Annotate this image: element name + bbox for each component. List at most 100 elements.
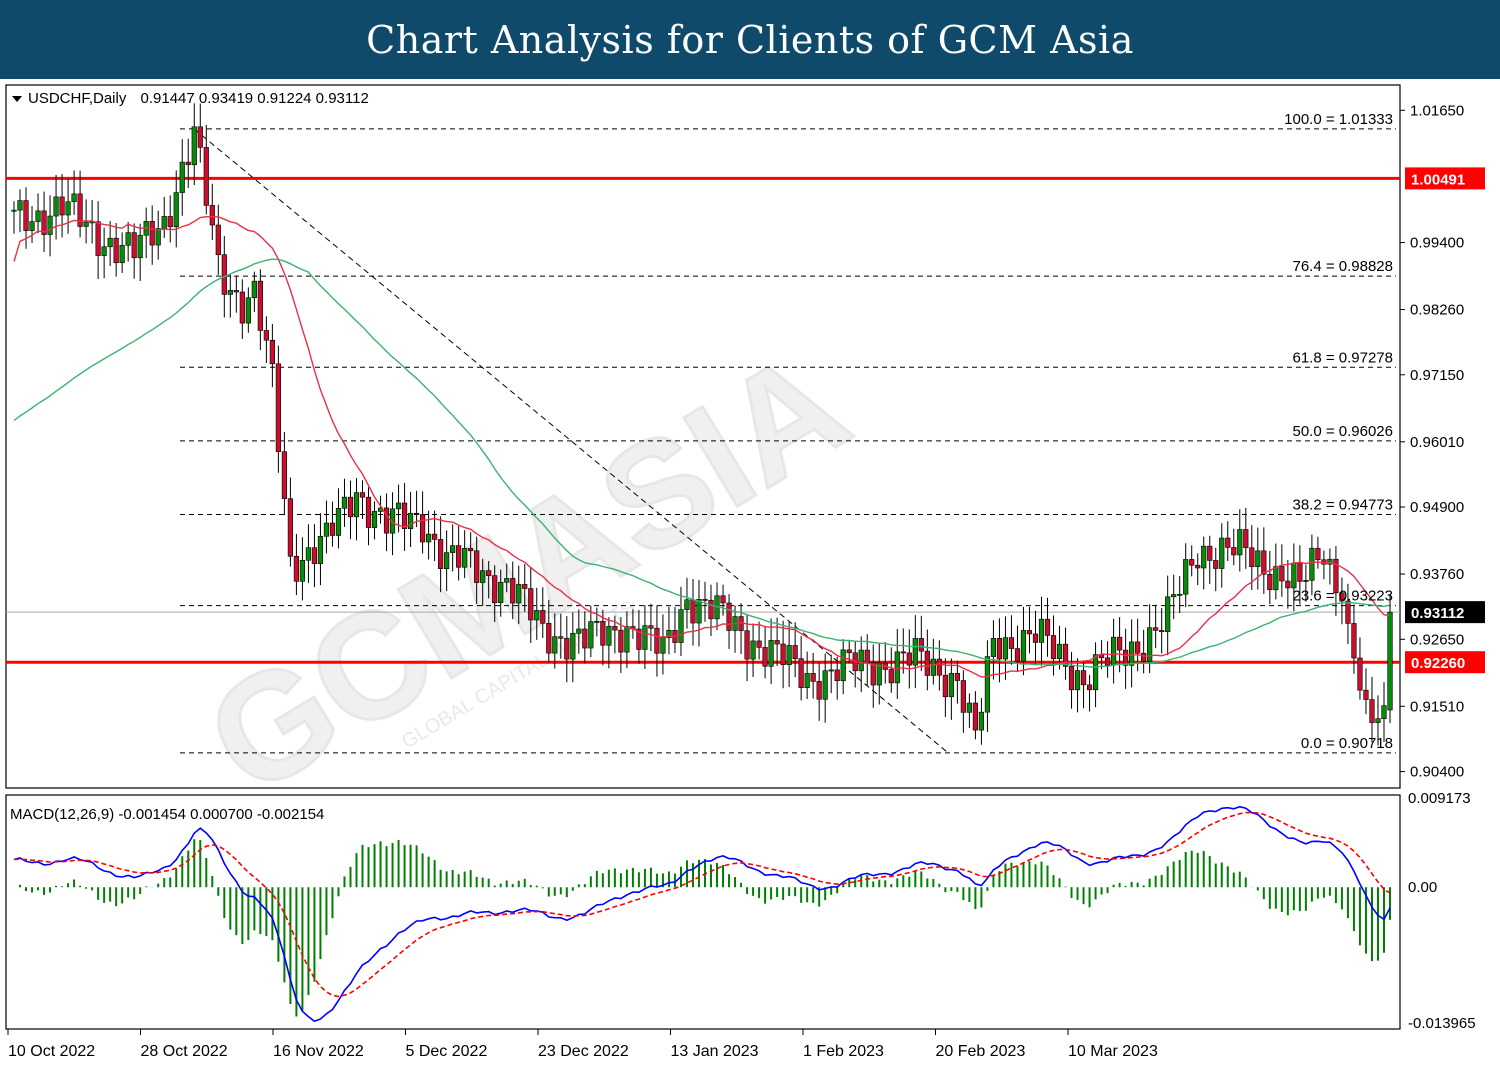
candle-body: [305, 547, 312, 561]
candle-body: [798, 658, 804, 688]
candle-body: [1129, 641, 1135, 666]
candle-body: [287, 498, 294, 557]
candle-body: [323, 522, 330, 537]
candle-body: [990, 637, 997, 657]
candle-body: [29, 221, 35, 231]
candle-body: [125, 232, 131, 246]
dropdown-triangle-icon[interactable]: [12, 96, 22, 102]
candle-body: [468, 548, 474, 552]
candle-body: [407, 512, 414, 530]
candle-body: [419, 514, 426, 543]
candle-body: [918, 638, 924, 652]
candle-body: [870, 661, 876, 686]
candle-body: [47, 215, 53, 235]
candle-body: [161, 216, 167, 229]
candle-body: [1369, 699, 1375, 723]
candle-body: [77, 193, 83, 227]
candle-body: [1291, 562, 1297, 589]
candle-body: [401, 502, 408, 530]
candle-body: [552, 636, 558, 654]
candle-body: [1062, 643, 1069, 667]
svg-text:USDCHF,Daily 0.91447 0.934: USDCHF,Daily 0.91447 0.93419 0.91224 0.9…: [28, 90, 369, 107]
candle-body: [335, 508, 342, 536]
candle-body: [480, 570, 486, 583]
candle-body: [1141, 652, 1147, 662]
candle-body: [588, 621, 594, 649]
candle-body: [317, 536, 324, 564]
candle-body: [251, 280, 257, 299]
ma-slow-line: [13, 258, 1391, 668]
candle-body: [1165, 596, 1171, 633]
candle-body: [636, 628, 642, 650]
y-tick-label-0: 1.01650: [1410, 102, 1464, 119]
candle-body: [17, 200, 23, 211]
candle-body: [684, 599, 690, 610]
candle-body: [768, 640, 774, 667]
candle-body: [1327, 558, 1333, 565]
candle-body: [1153, 627, 1159, 631]
candle-body: [450, 545, 456, 553]
candle-body: [660, 637, 666, 654]
candle-body: [203, 147, 209, 206]
candle-body: [492, 575, 498, 604]
candle-body: [624, 626, 630, 653]
candle-body: [1357, 657, 1363, 691]
fib-label-3: 50.0 = 0.96026: [1292, 423, 1393, 440]
candle-body: [1273, 566, 1279, 591]
axis-labels: 100.0 = 1.01333 76.4 = 0.98828 61.8 = 0.97…: [7, 102, 1485, 1060]
candle-body: [347, 496, 354, 518]
candle-body: [1387, 611, 1393, 711]
candle-body: [612, 626, 618, 631]
candle-body: [1207, 545, 1213, 561]
candles: [11, 103, 1393, 746]
macd-y-tick-label-2: -0.013965: [1408, 1015, 1476, 1032]
candle-body: [726, 602, 732, 631]
current-price-tag-box: [1405, 601, 1485, 624]
candle-body: [876, 662, 882, 686]
candle-body: [690, 599, 696, 624]
candle-body: [600, 621, 606, 646]
candle-body: [474, 550, 480, 583]
candle-body: [23, 200, 29, 231]
fib-label-6: 0.0 = 0.90718: [1301, 735, 1393, 752]
candle-body: [972, 702, 978, 731]
macd-panel: [5, 794, 1401, 1030]
candle-body: [1159, 630, 1165, 633]
overlay-lines: [6, 128, 1400, 754]
candle-body: [666, 630, 672, 638]
candle-body: [744, 630, 750, 660]
candle-body: [1171, 594, 1177, 598]
candle-body: [197, 126, 203, 148]
candle-body: [534, 610, 540, 621]
candle-body: [1363, 689, 1369, 700]
candle-body: [155, 228, 161, 246]
candle-body: [834, 669, 840, 682]
candle-body: [263, 330, 269, 341]
candle-body: [426, 533, 432, 543]
fib-label-5: 23.6 = 0.93223: [1292, 588, 1393, 605]
candle-body: [582, 628, 588, 649]
candle-body: [1255, 550, 1261, 568]
candle-body: [233, 290, 239, 293]
candle-body: [269, 339, 275, 365]
candle-body: [486, 570, 492, 576]
candle-body: [540, 610, 546, 624]
candle-body: [894, 651, 900, 684]
macd-header: MACD(12,26,9) -0.001454 0.000700 -0.0021…: [10, 806, 324, 823]
candle-body: [1117, 636, 1123, 651]
candle-body: [281, 451, 287, 499]
candle-body: [1044, 618, 1051, 636]
y-tick-label-4: 0.96010: [1410, 434, 1464, 451]
candle-body: [1080, 670, 1087, 686]
candle-body: [1225, 537, 1231, 548]
candle-body: [113, 237, 119, 264]
candle-body: [53, 196, 59, 217]
candle-body: [149, 221, 155, 246]
candle-body: [966, 702, 972, 713]
candle-body: [1026, 630, 1033, 635]
candle-body: [1201, 545, 1207, 569]
candle-body: [1147, 627, 1153, 662]
candle-body: [840, 649, 846, 682]
candle-body: [996, 637, 1003, 660]
candle-body: [1068, 666, 1075, 691]
